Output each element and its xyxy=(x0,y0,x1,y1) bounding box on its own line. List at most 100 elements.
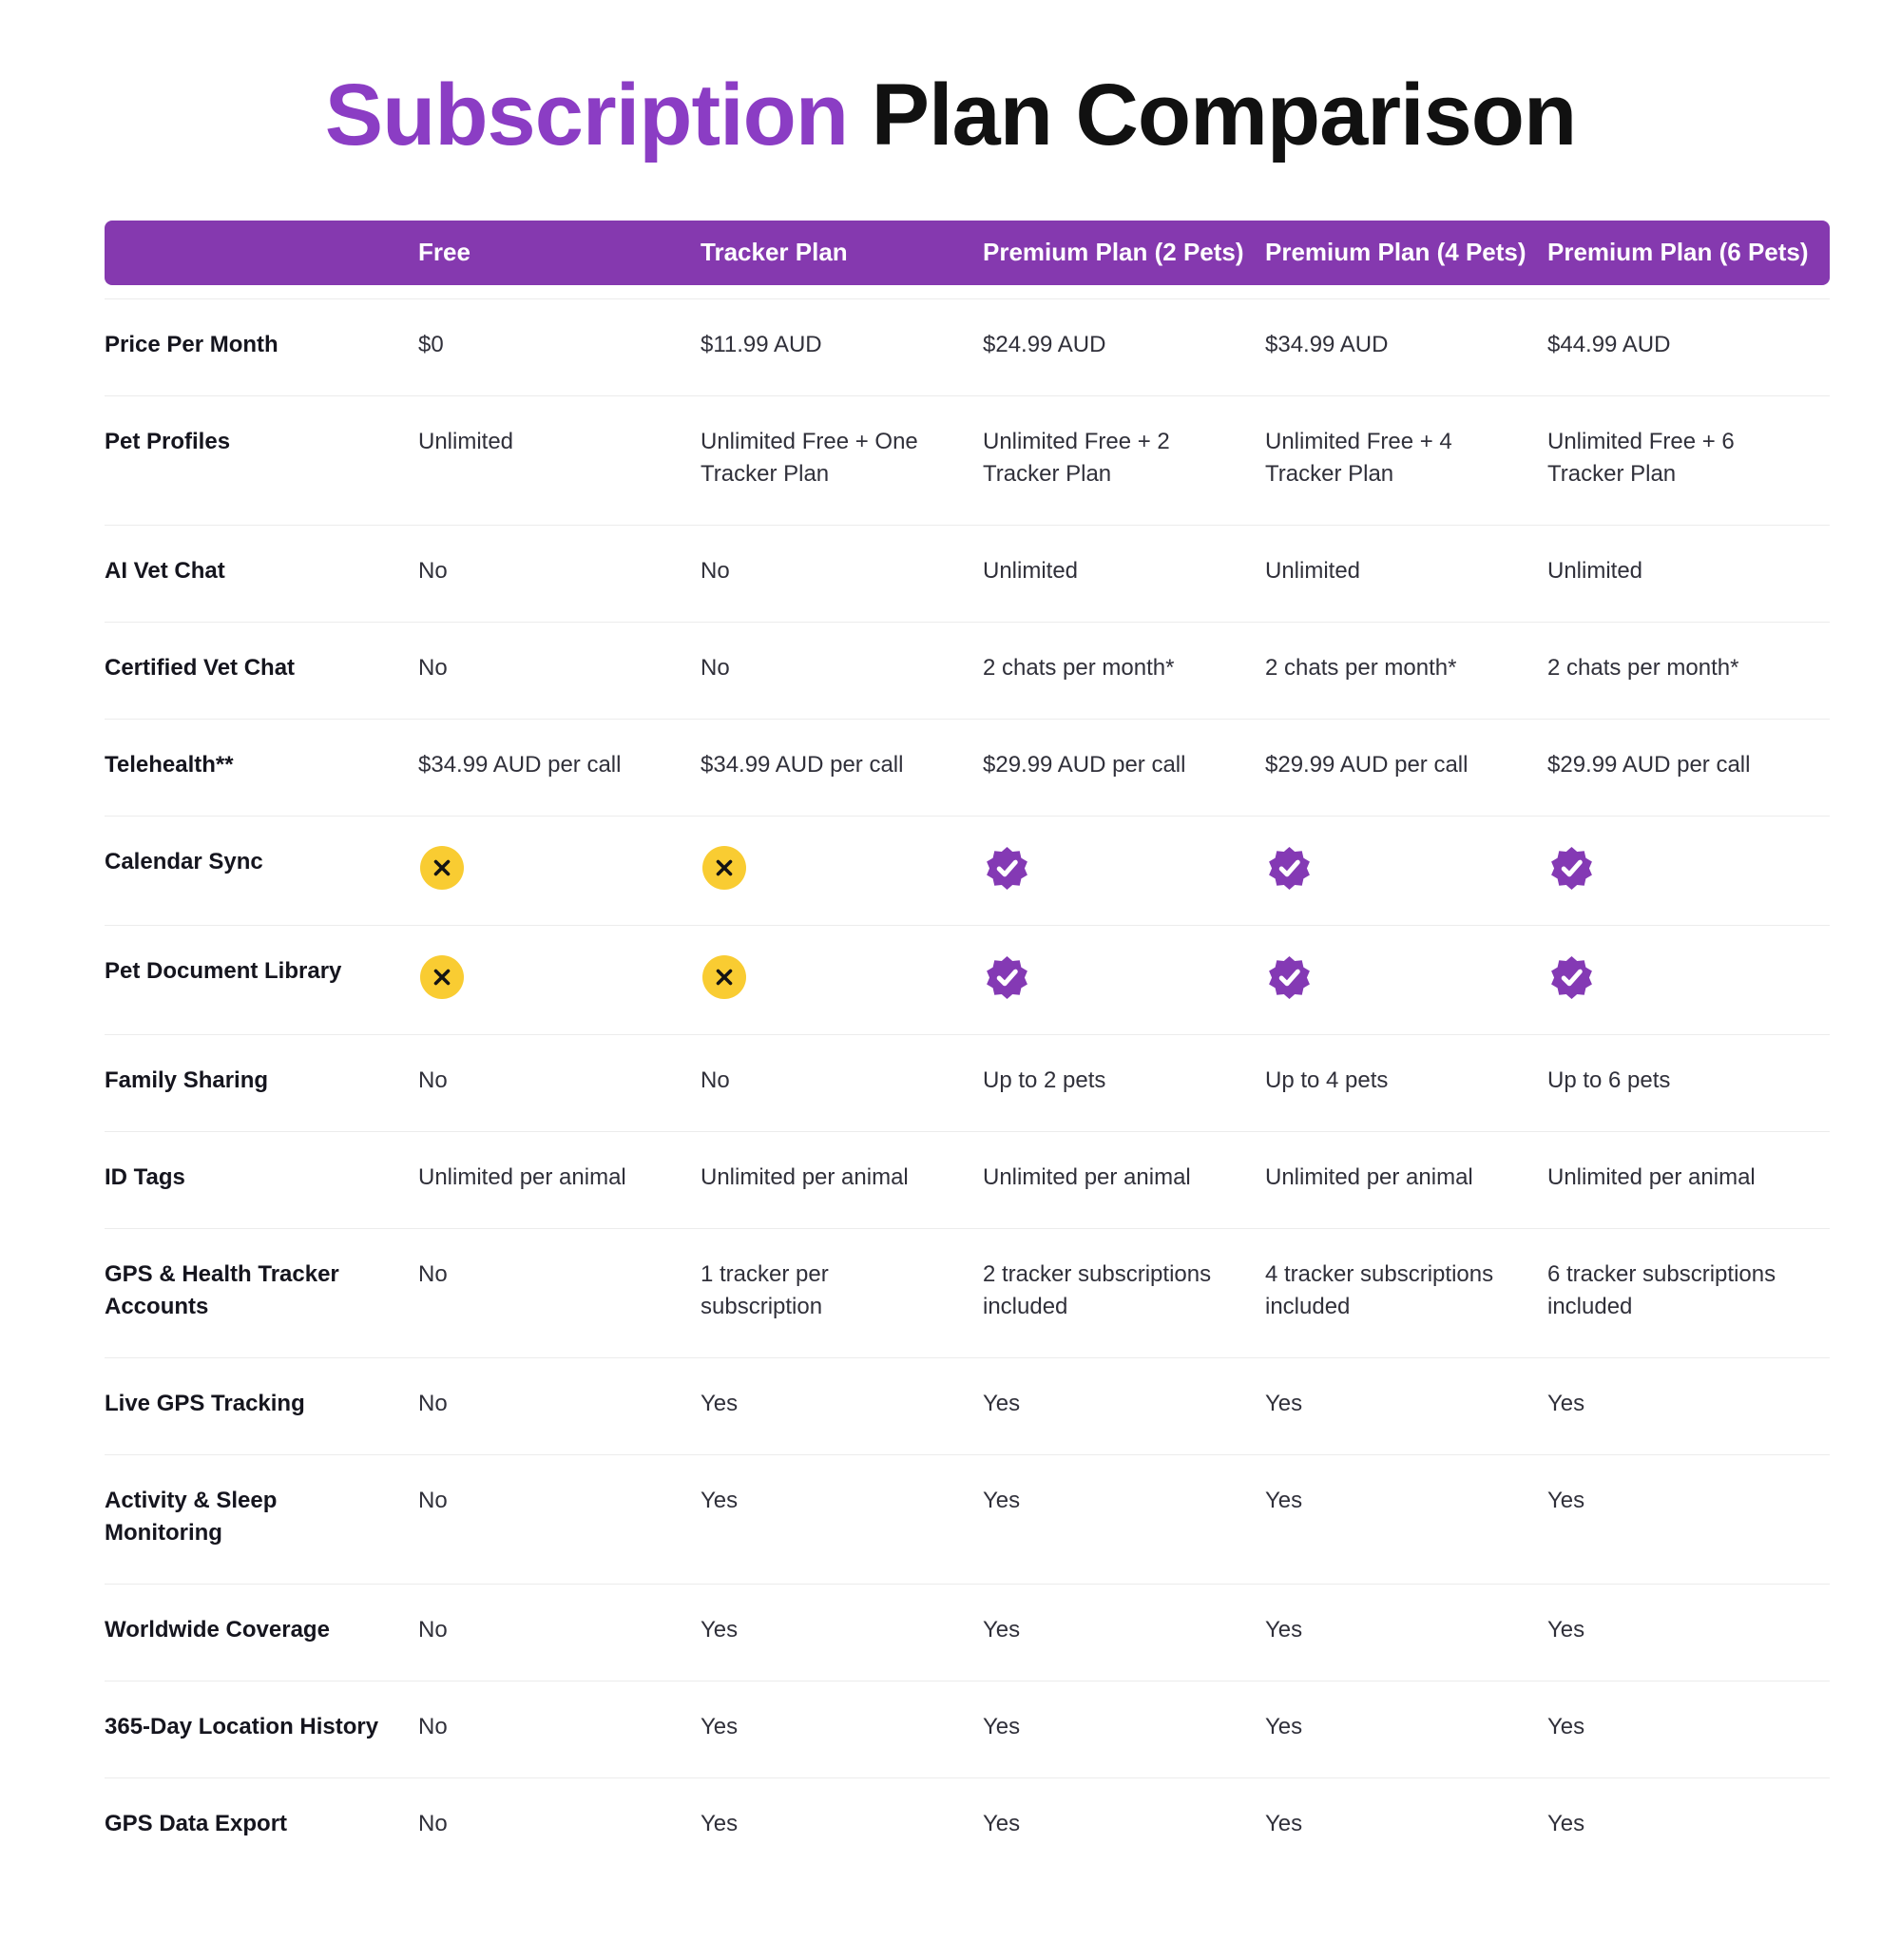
cell-value: $11.99 AUD xyxy=(701,331,822,357)
plan-comparison-table: Free Tracker Plan Premium Plan (2 Pets) … xyxy=(105,220,1830,1874)
cell-value: No xyxy=(418,1260,448,1287)
cell-value: No xyxy=(418,1487,448,1513)
cell-value: 2 tracker subscriptions included xyxy=(983,1260,1212,1319)
row-label: Live GPS Tracking xyxy=(105,1390,305,1416)
row-label: Family Sharing xyxy=(105,1066,269,1093)
cross-circle-icon xyxy=(702,845,746,890)
row-label: ID Tags xyxy=(105,1163,185,1190)
row-label: Telehealth** xyxy=(105,751,234,778)
table-cell xyxy=(983,955,1265,1000)
header-cell-tracker-plan: Tracker Plan xyxy=(701,238,848,267)
cell-value: Yes xyxy=(1547,1713,1585,1739)
cell-value: Yes xyxy=(1547,1487,1585,1513)
table-row: Worldwide Coverage No Yes Yes Yes Yes xyxy=(105,1583,1830,1681)
cell-value: $34.99 AUD per call xyxy=(418,751,622,778)
cell-value: Unlimited per animal xyxy=(983,1163,1191,1190)
cell-value: Yes xyxy=(1265,1810,1303,1836)
cell-value: Yes xyxy=(701,1390,739,1416)
cell-value: $24.99 AUD xyxy=(983,331,1106,357)
row-label: Calendar Sync xyxy=(105,848,263,874)
table-cell xyxy=(418,954,701,1000)
cell-value: $34.99 AUD per call xyxy=(701,751,904,778)
header-cell-premium-4-pets: Premium Plan (4 Pets) xyxy=(1265,238,1527,267)
table-row: Calendar Sync xyxy=(105,815,1830,925)
cell-value: 2 chats per month* xyxy=(1265,654,1457,681)
table-row: Pet Profiles Unlimited Unlimited Free + On… xyxy=(105,394,1830,525)
cell-value: No xyxy=(701,1066,730,1093)
table-cell xyxy=(1265,955,1547,1000)
cell-value: No xyxy=(418,1713,448,1739)
cell-value: $29.99 AUD per call xyxy=(983,751,1186,778)
table-rows: Price Per Month $0 $11.99 AUD $24.99 AUD $34… xyxy=(105,298,1830,1874)
table-header-row: Free Tracker Plan Premium Plan (2 Pets) … xyxy=(105,220,1830,285)
table-row: GPS & Health Tracker Accounts No 1 tracker… xyxy=(105,1227,1830,1357)
cell-value: $34.99 AUD xyxy=(1265,331,1389,357)
cell-value: No xyxy=(418,557,448,584)
table-cell xyxy=(701,954,983,1000)
cell-value: Unlimited per animal xyxy=(418,1163,626,1190)
cell-value: Yes xyxy=(1547,1390,1585,1416)
cell-value: No xyxy=(418,1810,448,1836)
cell-value: Unlimited Free + 2 Tracker Plan xyxy=(983,428,1170,487)
header-cell-premium-2-pets: Premium Plan (2 Pets) xyxy=(983,238,1244,267)
cell-value: Yes xyxy=(983,1810,1021,1836)
row-label: Pet Document Library xyxy=(105,957,342,984)
cell-value: Yes xyxy=(1547,1810,1585,1836)
cell-value: Yes xyxy=(1265,1616,1303,1643)
cell-value: Yes xyxy=(701,1487,739,1513)
cell-value: No xyxy=(701,557,730,584)
header-cell-free: Free xyxy=(418,238,470,267)
cell-value: Yes xyxy=(701,1713,739,1739)
verified-check-badge-icon xyxy=(1267,955,1312,1000)
cell-value: Yes xyxy=(983,1487,1021,1513)
table-row: 365-Day Location History No Yes Yes Yes Yes xyxy=(105,1680,1830,1777)
cell-value: Yes xyxy=(1265,1390,1303,1416)
title-highlight: Subscription xyxy=(324,67,849,163)
cross-circle-icon xyxy=(420,845,464,890)
cell-value: Yes xyxy=(701,1616,739,1643)
cell-value: Unlimited xyxy=(983,557,1079,584)
cell-value: Unlimited Free + One Tracker Plan xyxy=(701,428,918,487)
cell-value: No xyxy=(418,1390,448,1416)
row-label: GPS & Health Tracker Accounts xyxy=(105,1260,339,1319)
row-label: Activity & Sleep Monitoring xyxy=(105,1487,278,1546)
verified-check-badge-icon xyxy=(1549,846,1594,891)
cell-value: Up to 2 pets xyxy=(983,1066,1106,1093)
cell-value: Yes xyxy=(983,1616,1021,1643)
cell-value: Unlimited Free + 4 Tracker Plan xyxy=(1265,428,1452,487)
page-title: Subscription Plan Comparison xyxy=(0,59,1901,173)
table-row: Price Per Month $0 $11.99 AUD $24.99 AUD $34… xyxy=(105,298,1830,395)
header-cell-premium-6-pets: Premium Plan (6 Pets) xyxy=(1547,238,1809,267)
cell-value: No xyxy=(418,1616,448,1643)
cell-value: Unlimited per animal xyxy=(1265,1163,1473,1190)
cell-value: Yes xyxy=(701,1810,739,1836)
table-row: ID Tags Unlimited per animal Unlimited per… xyxy=(105,1130,1830,1228)
table-row: Certified Vet Chat No No 2 chats per month*… xyxy=(105,621,1830,719)
table-cell xyxy=(1547,846,1830,891)
cell-value: 4 tracker subscriptions included xyxy=(1265,1260,1494,1319)
table-row: Family Sharing No No Up to 2 pets Up to 4 pe… xyxy=(105,1033,1830,1131)
cell-value: 1 tracker per subscription xyxy=(701,1260,829,1319)
cell-value: No xyxy=(701,654,730,681)
cell-value: No xyxy=(418,654,448,681)
table-cell xyxy=(1265,846,1547,891)
row-label: Certified Vet Chat xyxy=(105,654,296,681)
table-cell xyxy=(418,845,701,891)
cell-value: Yes xyxy=(1265,1487,1303,1513)
table-cell xyxy=(1547,955,1830,1000)
verified-check-badge-icon xyxy=(1549,955,1594,1000)
verified-check-badge-icon xyxy=(985,955,1029,1000)
title-rest: Plan Comparison xyxy=(848,67,1578,163)
verified-check-badge-icon xyxy=(1267,846,1312,891)
table-row: Pet Document Library xyxy=(105,924,1830,1034)
row-label: Price Per Month xyxy=(105,331,278,357)
table-row: Activity & Sleep Monitoring No Yes Yes Yes Ye… xyxy=(105,1453,1830,1584)
cell-value: $29.99 AUD per call xyxy=(1265,751,1469,778)
row-label: Pet Profiles xyxy=(105,428,231,454)
cell-value: Up to 6 pets xyxy=(1547,1066,1671,1093)
table-row: Live GPS Tracking No Yes Yes Yes Yes xyxy=(105,1356,1830,1454)
cell-value: Up to 4 pets xyxy=(1265,1066,1389,1093)
row-label: GPS Data Export xyxy=(105,1810,288,1836)
cell-value: Yes xyxy=(983,1713,1021,1739)
cell-value: 6 tracker subscriptions included xyxy=(1547,1260,1776,1319)
